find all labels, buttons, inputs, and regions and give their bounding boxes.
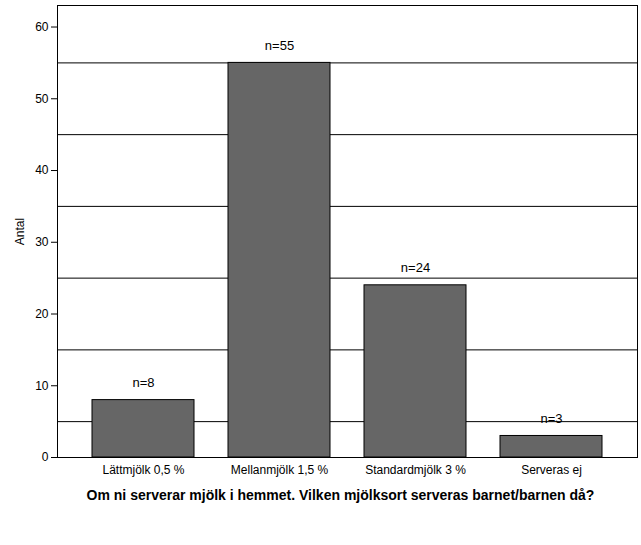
svg-text:n=3: n=3 [540, 411, 562, 426]
svg-text:0: 0 [42, 450, 49, 464]
svg-text:50: 50 [35, 92, 49, 106]
svg-text:60: 60 [35, 20, 49, 34]
svg-text:n=8: n=8 [132, 375, 154, 390]
svg-text:Serveras ej: Serveras ej [521, 463, 582, 477]
svg-text:Mellanmjölk 1,5 %: Mellanmjölk 1,5 % [231, 463, 329, 477]
svg-text:40: 40 [35, 163, 49, 177]
svg-text:n=24: n=24 [401, 260, 430, 275]
svg-text:Antal: Antal [13, 218, 27, 245]
svg-text:10: 10 [35, 379, 49, 393]
html-text:Om ni serverar mjölk i hemmet.: Om ni serverar mjölk i hemmet. Vilken mj… [86, 487, 595, 503]
svg-text:n=55: n=55 [265, 38, 294, 53]
svg-text:20: 20 [35, 307, 49, 321]
svg-text:Standardmjölk 3 %: Standardmjölk 3 % [365, 463, 466, 477]
svg-text:Lättmjölk 0,5 %: Lättmjölk 0,5 % [102, 463, 184, 477]
svg-text:30: 30 [35, 235, 49, 249]
